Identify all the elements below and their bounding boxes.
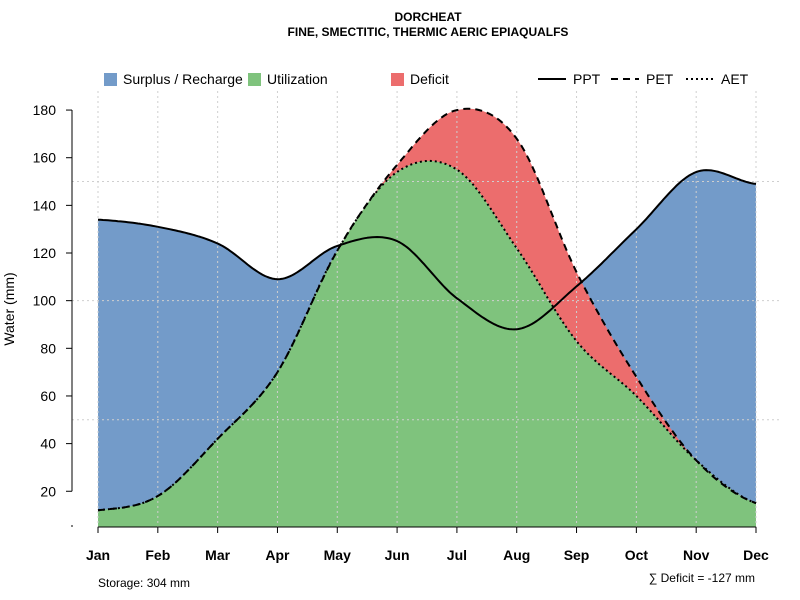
series-lines: [97, 107, 757, 512]
x-tick-label: May: [324, 547, 351, 563]
line-ppt: [97, 169, 757, 331]
legend-label: PPT: [573, 71, 601, 87]
line-aet: [97, 159, 757, 512]
y-tick-label: 180: [33, 102, 57, 118]
x-tick-label: Aug: [503, 547, 530, 563]
legend-swatch: [104, 73, 117, 86]
utilization-area: [98, 160, 756, 527]
y-tick-label: 160: [33, 150, 57, 166]
y-tick-label: 100: [33, 293, 57, 309]
legend-label: PET: [646, 71, 674, 87]
x-tick-label: Feb: [145, 547, 170, 563]
axes: 20 40 60 80 100 120 140 160 180 Jan Feb Mar Apr May Ju…: [33, 102, 769, 563]
storage-note: Storage: 304 mm: [98, 576, 190, 590]
legend-label: Utilization: [267, 71, 328, 87]
y-tick-label: 20: [40, 483, 56, 499]
x-tick-label: Nov: [683, 547, 710, 563]
y-tick-label: 140: [33, 197, 57, 213]
chart-subtitle: FINE, SMECTITIC, THERMIC AERIC EPIAQUALF…: [288, 25, 569, 39]
area-fills: [98, 108, 756, 527]
x-tick-label: Mar: [205, 547, 230, 563]
chart-title: DORCHEAT: [394, 10, 462, 24]
legend-label: Surplus / Recharge: [123, 71, 243, 87]
legend-label: AET: [721, 71, 749, 87]
x-tick-label: Jan: [86, 547, 110, 563]
x-tick-label: Jun: [385, 547, 410, 563]
y-tick-label: 40: [40, 436, 56, 452]
y-tick-label: 120: [33, 245, 57, 261]
line-pet: [97, 107, 757, 512]
y-tick-label: 60: [40, 388, 56, 404]
legend-label: Deficit: [410, 71, 449, 87]
deficit-note: ∑ Deficit = -127 mm: [649, 571, 755, 585]
legend-swatch: [248, 73, 261, 86]
legend-swatch: [391, 73, 404, 86]
x-tick-label: Sep: [564, 547, 590, 563]
grid: [72, 91, 782, 527]
x-tick-label: Dec: [743, 547, 769, 563]
y-tick-label: 80: [40, 340, 56, 356]
y-axis-label: Water (mm): [1, 272, 17, 345]
x-tick-label: Apr: [265, 547, 290, 563]
x-tick-label: Oct: [625, 547, 649, 563]
legend: Surplus / Recharge Utilization Deficit PPT P…: [104, 71, 749, 87]
x-tick-label: Jul: [447, 547, 467, 563]
